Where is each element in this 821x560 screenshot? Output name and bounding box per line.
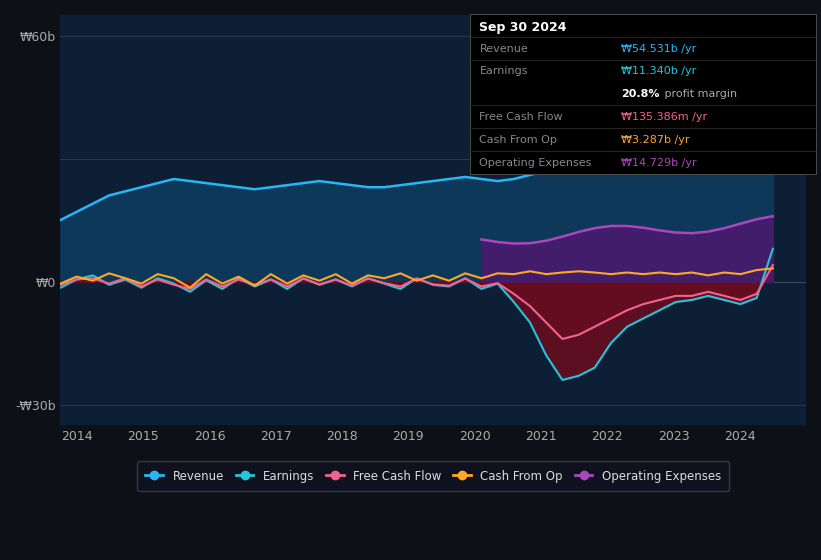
Text: Sep 30 2024: Sep 30 2024: [479, 21, 567, 34]
Text: ₩135.386m /yr: ₩135.386m /yr: [621, 112, 708, 122]
Text: Earnings: Earnings: [479, 66, 528, 76]
Legend: Revenue, Earnings, Free Cash Flow, Cash From Op, Operating Expenses: Revenue, Earnings, Free Cash Flow, Cash …: [137, 461, 729, 491]
Text: 20.8%: 20.8%: [621, 89, 660, 99]
Text: Revenue: Revenue: [479, 44, 528, 54]
Text: ₩11.340b /yr: ₩11.340b /yr: [621, 66, 697, 76]
Text: profit margin: profit margin: [661, 89, 737, 99]
Text: ₩3.287b /yr: ₩3.287b /yr: [621, 135, 690, 144]
Text: Free Cash Flow: Free Cash Flow: [479, 112, 563, 122]
Text: Cash From Op: Cash From Op: [479, 135, 557, 144]
Text: Operating Expenses: Operating Expenses: [479, 157, 592, 167]
Text: ₩54.531b /yr: ₩54.531b /yr: [621, 44, 697, 54]
Text: ₩14.729b /yr: ₩14.729b /yr: [621, 157, 697, 167]
